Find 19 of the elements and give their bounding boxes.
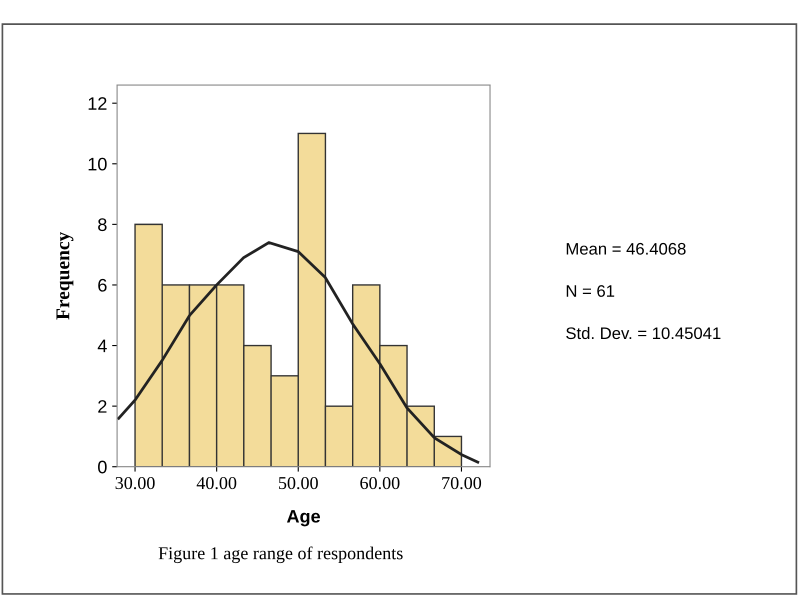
- line-series: [117, 241, 480, 464]
- x-tick-label: 30.00: [116, 476, 155, 490]
- y-tick-label: 2: [98, 400, 106, 413]
- y-tick-label: 6: [98, 278, 107, 292]
- y-tick-label: 12: [88, 97, 106, 110]
- x-tick-label: 50.00: [278, 476, 318, 490]
- text: Mean = 46.4068: [566, 242, 686, 255]
- y-tick-label: 10: [88, 158, 107, 171]
- x-tick-label: 60.00: [360, 476, 400, 490]
- x-tick-label: 40.00: [196, 476, 236, 490]
- y-tick-label: 0: [98, 460, 107, 474]
- text: N = 61: [566, 285, 614, 297]
- y-tick-label: 4: [98, 340, 107, 352]
- y-axis-title: Frequency: [56, 232, 74, 320]
- text: Std. Dev. = 10.45041: [566, 326, 720, 340]
- x-axis-title: Age: [286, 510, 320, 526]
- x-tick-label: 70.00: [442, 476, 482, 490]
- caption: Figure 1 age range of respondents: [158, 546, 403, 564]
- y-tick-label: 8: [98, 218, 107, 232]
